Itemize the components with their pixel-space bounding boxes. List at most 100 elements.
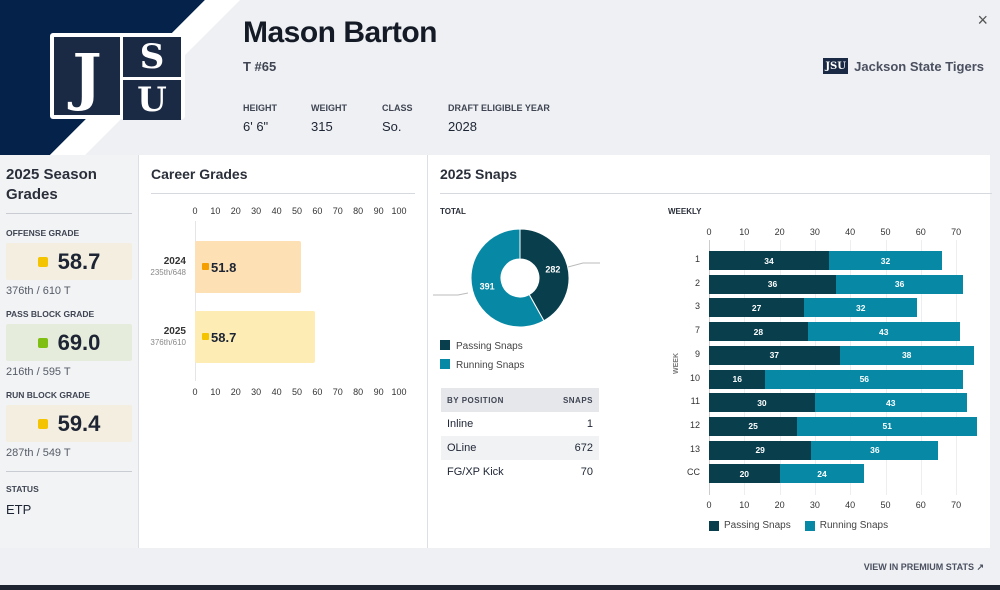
bar-value-label: 30: [757, 397, 767, 408]
week-label: 3: [694, 301, 700, 312]
legend-swatch: [440, 340, 450, 350]
axis-tick-top: 90: [373, 206, 384, 216]
team-name: Jackson State Tigers: [854, 58, 984, 74]
bar-value-label: 36: [894, 279, 905, 290]
legend-swatch: [709, 520, 719, 531]
axis-tick-top: 10: [210, 206, 221, 216]
axis-tick-top: 20: [774, 227, 785, 237]
axis-tick-top: 80: [353, 206, 364, 216]
bar-value-label: 24: [817, 468, 827, 479]
axis-tick-bottom: 90: [373, 387, 384, 397]
gridline: [850, 240, 852, 495]
grade-label: RUN BLOCK GRADE: [6, 390, 91, 400]
bar-value-label: 28: [753, 326, 764, 337]
position-cell: Inline: [447, 418, 474, 430]
stacked-bar-segment: 32: [829, 251, 942, 270]
axis-tick-bottom: 80: [353, 387, 364, 397]
snaps-cell: 70: [580, 466, 593, 478]
legend-item: Passing Snaps: [709, 520, 791, 531]
grade-value: 59.4: [57, 410, 101, 436]
attr-label: CLASS: [382, 103, 413, 113]
position-cell: FG/XP Kick: [447, 466, 504, 478]
axis-tick-top: 100: [391, 206, 407, 216]
axis-tick-bottom: 10: [210, 387, 221, 397]
total-snaps-donut: 282 391: [433, 228, 600, 328]
stacked-bar-segment: 28: [709, 322, 808, 342]
legend-swatch: [804, 520, 815, 531]
rank-label: 235th/648: [150, 268, 186, 277]
bar-value-label: 43: [878, 326, 889, 337]
donut-slice: [519, 228, 570, 322]
bar-value-label: 37: [769, 350, 780, 361]
axis-tick-bottom: 40: [845, 500, 856, 510]
axis-tick-top: 0: [192, 206, 198, 216]
week-label: 2: [694, 277, 700, 288]
axis-tick-top: 0: [706, 227, 712, 237]
grade-box: 59.4: [6, 405, 132, 442]
grade-value: 69.0: [57, 329, 101, 355]
career-bar: [195, 311, 315, 363]
gridline: [956, 240, 958, 495]
donut-value-label: 391: [480, 282, 495, 292]
stacked-bar-segment: 38: [839, 345, 974, 365]
grade-color-icon: [202, 333, 209, 340]
week-label: 12: [689, 419, 700, 430]
legend-label: Running Snaps: [456, 360, 525, 371]
team-link[interactable]: JSU Jackson State Tigers: [823, 58, 984, 74]
week-label: 11: [690, 396, 700, 407]
donut-legend: Passing Snaps Running Snaps: [440, 337, 524, 375]
axis-tick-bottom: 50: [291, 387, 303, 397]
snaps-cell: 672: [539, 436, 599, 460]
grade-rank: 287th / 549 T: [6, 447, 71, 459]
stacked-bar-segment: 27: [709, 298, 805, 318]
status-label: STATUS: [6, 484, 39, 494]
stacked-bar-segment: 16: [709, 369, 766, 389]
close-button[interactable]: ×: [977, 10, 988, 30]
career-grades-title: Career Grades: [151, 166, 248, 182]
player-position-number: T #65: [243, 59, 277, 74]
gridline: [709, 240, 710, 495]
stacked-bar-segment: 51: [797, 416, 978, 436]
table-row: FG/XP Kick 70: [441, 460, 599, 484]
snaps-title: 2025 Snaps: [440, 166, 518, 182]
axis-tick-top: 30: [809, 227, 820, 237]
leader-line: [433, 292, 469, 296]
gridline: [779, 240, 781, 495]
axis-tick-top: 70: [332, 206, 343, 216]
team-logo-icon: JSU: [823, 58, 849, 74]
view-premium-stats-link[interactable]: VIEW IN PREMIUM STATS ↗: [863, 562, 984, 572]
attr-label: HEIGHT: [243, 103, 278, 113]
axis-tick-bottom: 40: [271, 387, 282, 397]
bar-value-label: 58.7: [211, 330, 237, 345]
bar-value-label: 16: [732, 374, 742, 384]
stacked-bar-segment: 25: [709, 416, 798, 436]
attr-height: HEIGHT 6' 6": [243, 103, 277, 134]
snaps-cell: 1: [586, 418, 593, 430]
bar-value-label: 29: [755, 445, 765, 456]
week-label: 1: [694, 254, 700, 264]
stacked-bar-segment: 36: [836, 274, 964, 294]
career-bar: [195, 241, 301, 293]
axis-tick-bottom: 60: [915, 500, 926, 510]
attr-class: CLASS So.: [382, 103, 413, 134]
grade-box: 58.7: [6, 243, 132, 280]
grade-rank: 376th / 610 T: [6, 285, 71, 297]
leader-line: [567, 262, 600, 268]
axis-line: [195, 221, 196, 381]
bar-value-label: 38: [901, 350, 912, 361]
axis-tick-bottom: 60: [312, 387, 323, 397]
gridline: [814, 240, 816, 495]
bar-value-label: 43: [886, 397, 896, 408]
total-label: TOTAL: [440, 207, 466, 216]
gridline: [920, 240, 922, 495]
attr-draft-year: DRAFT ELIGIBLE YEAR 2028: [448, 103, 550, 134]
axis-tick-bottom: 70: [951, 500, 962, 510]
bar-value-label: 25: [748, 421, 758, 432]
snaps-by-position-table: BY POSITION SNAPS Inline 1 OLine 672 FG/XP …: [441, 388, 599, 484]
bar-value-label: 32: [856, 302, 866, 313]
year-label: 2025: [163, 326, 186, 337]
stacked-bar-segment: 29: [709, 440, 812, 460]
axis-tick-bottom: 0: [706, 500, 712, 510]
